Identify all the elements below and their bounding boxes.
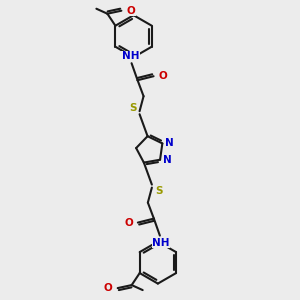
Text: O: O: [159, 71, 167, 81]
Text: NH: NH: [152, 238, 169, 248]
Text: O: O: [124, 218, 133, 228]
Text: S: S: [129, 103, 136, 113]
Text: N: N: [163, 155, 172, 165]
Text: S: S: [155, 186, 162, 196]
Text: O: O: [104, 283, 113, 293]
Text: NH: NH: [122, 51, 139, 61]
Text: O: O: [126, 6, 135, 16]
Text: N: N: [165, 138, 174, 148]
